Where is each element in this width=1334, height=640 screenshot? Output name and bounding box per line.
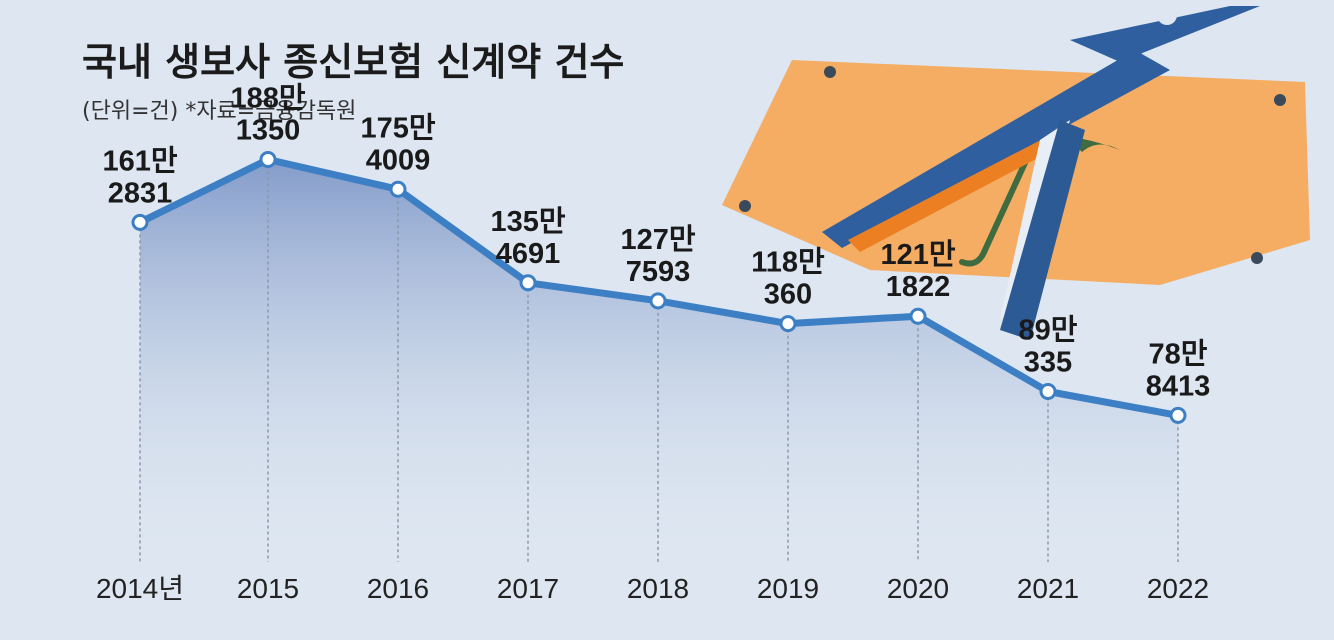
- data-label-0-line2: 2831: [108, 177, 173, 209]
- chart-title: 국내 생보사 종신보험 신계약 건수: [82, 40, 624, 84]
- data-label-7-line2: 335: [1024, 347, 1072, 379]
- data-point-5: [779, 315, 797, 333]
- data-label-5-line1: 118만: [751, 246, 825, 279]
- data-label-0-line1: 161만: [102, 144, 177, 177]
- x-tick-label-0: 2014년: [96, 573, 184, 604]
- x-tick-label-2: 2016: [367, 573, 429, 604]
- x-tick-label-6: 2020: [887, 573, 949, 604]
- x-tick-label-4: 2018: [627, 573, 689, 604]
- data-label-4-line2: 7593: [626, 256, 691, 288]
- data-label-2-line1: 175만: [360, 111, 435, 144]
- data-label-3: 135만 4691: [490, 205, 565, 270]
- data-label-0: 161만 2831: [102, 144, 177, 209]
- data-label-8-line1: 78만: [1149, 337, 1208, 370]
- drop-lines: [139, 159, 1179, 562]
- chart-subtitle: (단위=건) *자료=금융감독원: [82, 99, 356, 124]
- data-label-3-line2: 4691: [496, 238, 561, 270]
- data-label-6-line1: 121만: [880, 238, 955, 271]
- point-layer: [131, 150, 1187, 424]
- value-labels: 161만 2831 188만 1350 175만 4009 135만 4691 127만 7593…: [102, 81, 1210, 402]
- x-tick-label-7: 2021: [1017, 573, 1079, 604]
- data-point-3: [519, 274, 537, 292]
- x-tick-label-3: 2017: [497, 573, 559, 604]
- data-label-5: 118만 360: [751, 246, 825, 311]
- data-label-7-line1: 89만: [1019, 314, 1078, 347]
- data-point-0: [131, 213, 149, 231]
- data-point-1: [259, 150, 277, 168]
- data-point-2: [389, 180, 407, 198]
- data-label-1-line1: 188만: [230, 81, 305, 114]
- data-label-6: 121만 1822: [880, 238, 955, 303]
- data-point-6: [909, 307, 927, 325]
- illustration: [722, 5, 1310, 340]
- x-tick-label-5: 2019: [757, 573, 819, 604]
- data-label-2-line2: 4009: [366, 144, 431, 176]
- data-label-4-line1: 127만: [620, 223, 695, 256]
- umbrella-icon: [948, 135, 1120, 267]
- data-label-4: 127만 7593: [620, 223, 695, 288]
- x-axis: 2014년 2015 2016 2017 2018 2019 2020 2021 2022: [96, 573, 1209, 604]
- data-label-8-line2: 8413: [1146, 370, 1211, 402]
- data-label-6-line2: 1822: [886, 271, 951, 303]
- scissors-icon: [822, 5, 1260, 340]
- data-label-3-line1: 135만: [490, 205, 565, 238]
- data-point-7: [1039, 383, 1057, 401]
- x-tick-label-8: 2022: [1147, 573, 1209, 604]
- data-label-2: 175만 4009: [360, 111, 435, 176]
- data-label-1: 188만 1350: [230, 81, 305, 146]
- data-point-4: [649, 292, 667, 310]
- x-tick-label-1: 2015: [237, 573, 299, 604]
- data-point-8: [1169, 406, 1187, 424]
- data-label-5-line2: 360: [764, 279, 812, 311]
- data-label-7: 89만 335: [1019, 314, 1078, 379]
- data-label-8: 78만 8413: [1146, 337, 1211, 402]
- data-label-1-line2: 1350: [236, 114, 301, 146]
